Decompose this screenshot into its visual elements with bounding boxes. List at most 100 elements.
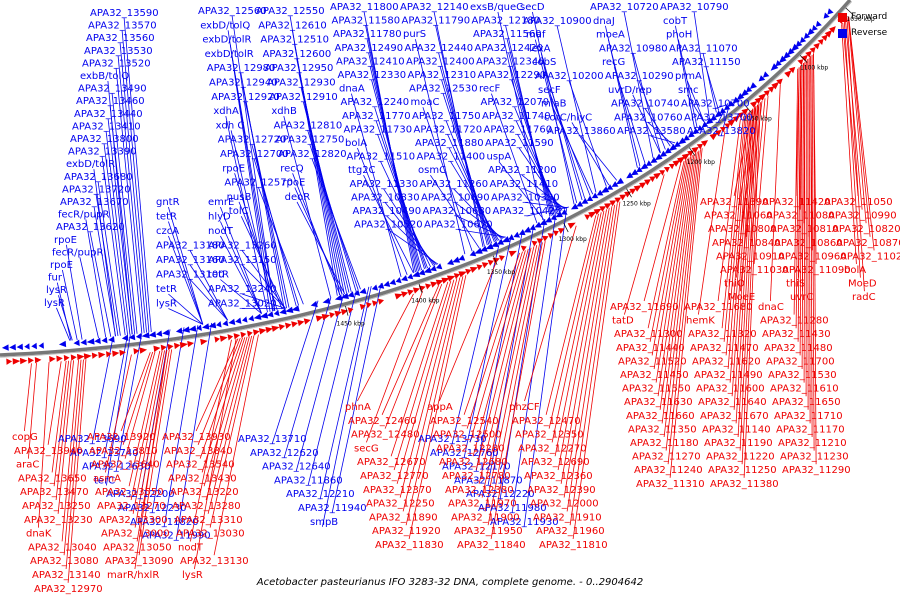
gene-label: dnaA bbox=[339, 84, 365, 95]
leader-line bbox=[232, 58, 276, 311]
reverse-feature-arrow bbox=[719, 107, 727, 114]
gene-label: APA32_12770 bbox=[360, 471, 429, 482]
gene-label: APA32_11070 bbox=[669, 43, 738, 54]
leader-line bbox=[659, 153, 695, 410]
gene-label: APA32_11310 bbox=[636, 479, 705, 490]
leader-line bbox=[195, 338, 239, 432]
reverse-feature-arrow bbox=[135, 333, 142, 340]
gene-label: APA32_11690 bbox=[610, 302, 679, 313]
forward-feature-arrow bbox=[27, 357, 34, 364]
leader-line bbox=[225, 116, 268, 313]
forward-feature-arrow bbox=[629, 188, 637, 195]
gene-label: APA32_10990 bbox=[828, 211, 897, 222]
leader-line bbox=[203, 336, 248, 487]
forward-feature-arrow bbox=[284, 322, 292, 329]
leader-line bbox=[572, 201, 621, 540]
leader-line bbox=[189, 264, 228, 321]
genome-caption: Acetobacter pasteurianus IFO 3283-32 DNA… bbox=[256, 577, 644, 588]
leader-line bbox=[283, 297, 332, 458]
forward-feature-arrow bbox=[303, 318, 311, 325]
gene-label: APA32_12380 bbox=[445, 485, 514, 496]
gene-label: dnaC bbox=[758, 302, 784, 313]
leader-line bbox=[220, 206, 262, 314]
reverse-feature-arrow bbox=[692, 127, 700, 135]
forward-feature-arrow bbox=[758, 93, 767, 101]
gene-label: MoeE bbox=[728, 292, 755, 303]
reverse-feature-arrow bbox=[815, 20, 822, 27]
gene-label: APA32_13440 bbox=[74, 109, 143, 120]
gene-label: APA32_12280 bbox=[436, 443, 505, 454]
forward-feature-arrow bbox=[465, 268, 472, 275]
leader-line bbox=[115, 333, 143, 472]
forward-feature-arrow bbox=[425, 283, 432, 290]
gene-label: APA32_12330 bbox=[338, 70, 407, 81]
gene-label: moeA bbox=[596, 30, 625, 41]
leader-line bbox=[487, 242, 543, 526]
leader-line bbox=[798, 65, 802, 278]
leader-line bbox=[67, 359, 87, 583]
leader-line bbox=[523, 208, 568, 527]
reverse-feature-arrow bbox=[701, 121, 709, 128]
gene-label: APA32_12070 bbox=[481, 97, 550, 108]
gene-label: APA32_11480 bbox=[764, 343, 833, 354]
leader-line bbox=[499, 219, 546, 500]
leader-line bbox=[651, 158, 688, 356]
gene-label: APA32_12820 bbox=[278, 149, 347, 160]
gene-label: APA32_12920 bbox=[211, 92, 280, 103]
leader-line bbox=[727, 112, 749, 370]
gene-label: APA32_12350 bbox=[515, 430, 584, 441]
gene-label: APA32_13700 bbox=[684, 112, 753, 123]
gene-label: APA32_12000 bbox=[530, 499, 599, 510]
gene-label: APA32_11990 bbox=[142, 531, 211, 542]
feature-arrows bbox=[1, 8, 844, 365]
leader-line bbox=[469, 250, 526, 443]
scale-tick-label: 1300 kbp bbox=[559, 236, 587, 243]
gene-label: APA32_10790 bbox=[660, 2, 729, 13]
gene-label: APA32_13810 bbox=[89, 446, 158, 457]
leader-line bbox=[363, 175, 414, 274]
reverse-feature-arrow bbox=[279, 308, 287, 315]
leader-line bbox=[445, 120, 495, 243]
gene-label: APA32_11630 bbox=[624, 397, 693, 408]
gene-label: APA32_13570 bbox=[88, 21, 157, 32]
gene-label: APA32_13860 bbox=[547, 126, 616, 137]
forward-feature-arrow bbox=[547, 233, 554, 239]
gene-label: APA32_11840 bbox=[457, 540, 526, 551]
reverse-feature-arrow bbox=[823, 12, 830, 19]
leader-line bbox=[117, 55, 145, 333]
reverse-feature-arrow bbox=[418, 269, 426, 276]
gene-label: deoR bbox=[285, 192, 311, 203]
leader-line bbox=[168, 206, 204, 325]
reverse-feature-arrow bbox=[758, 75, 766, 82]
gene-label: APA32_13490 bbox=[78, 84, 147, 95]
gene-label: APA32_12720 bbox=[218, 135, 287, 146]
gene-label: osmC bbox=[418, 165, 446, 176]
leader-line bbox=[518, 147, 563, 211]
leader-line bbox=[624, 174, 665, 315]
reverse-feature-arrow bbox=[31, 342, 37, 350]
gene-label: moaC bbox=[411, 97, 440, 108]
gene-label: APA32_11520 bbox=[618, 356, 687, 367]
scale-tick-label: 1400 kbp bbox=[411, 298, 439, 305]
leader-line bbox=[526, 206, 569, 217]
reverse-feature-arrow bbox=[38, 342, 44, 349]
reverse-feature-arrow bbox=[795, 40, 803, 48]
reverse-feature-arrow bbox=[724, 104, 731, 110]
gene-label: exbD/tolQ bbox=[200, 20, 250, 31]
forward-feature-arrow bbox=[624, 191, 632, 198]
gene-label: nodT bbox=[178, 542, 204, 553]
leader-line bbox=[241, 293, 286, 309]
leader-line bbox=[253, 158, 299, 306]
reverse-feature-arrow bbox=[216, 321, 222, 328]
leader-line bbox=[319, 286, 370, 500]
forward-feature-arrow bbox=[714, 129, 722, 137]
gene-label: fecR/pupR bbox=[58, 210, 110, 221]
leader-line bbox=[258, 187, 304, 305]
reverse-feature-arrow bbox=[273, 309, 280, 317]
gene-label: APA32_13670 bbox=[60, 197, 129, 208]
gene-label: APA32_12460 bbox=[348, 416, 417, 427]
reverse-feature-arrow bbox=[222, 319, 229, 327]
gene-label: APA32_11590 bbox=[485, 138, 554, 149]
gene-label: APA32_11290 bbox=[782, 465, 851, 476]
